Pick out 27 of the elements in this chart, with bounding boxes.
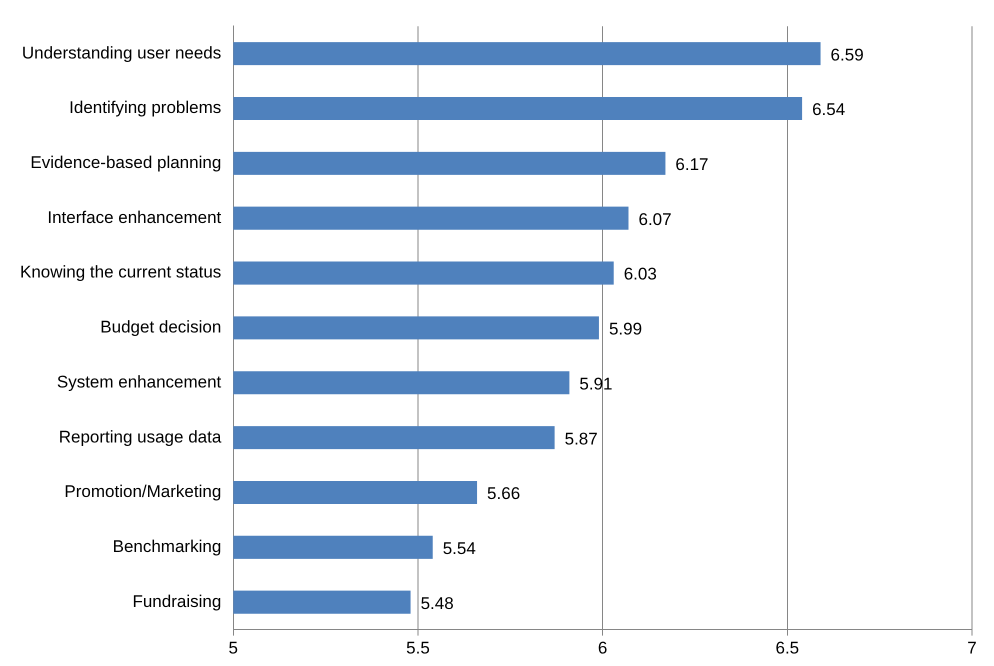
y-tick-label: Budget decision <box>100 318 222 337</box>
x-tick-label: 6 <box>598 638 608 658</box>
y-tick-label: Identifying problems <box>69 98 222 118</box>
data-label: 6.03 <box>624 264 657 284</box>
data-label: 5.87 <box>564 429 598 448</box>
y-tick-label: Knowing the current status <box>20 262 222 282</box>
data-label: 5.54 <box>442 539 476 558</box>
y-tick-label: System enhancement <box>56 372 222 392</box>
data-label: 6.07 <box>638 210 672 229</box>
y-tick-label: Benchmarking <box>112 537 222 556</box>
y-tick-label: Understanding user needs <box>22 43 222 62</box>
data-label: 5.66 <box>487 484 520 504</box>
x-tick-label: 6.5 <box>776 638 800 658</box>
y-tick-label: Fundraising <box>132 592 222 611</box>
y-tick-label: Evidence-based planning <box>30 153 222 172</box>
y-tick-label: Promotion/Marketing <box>64 482 222 502</box>
data-label: 5.91 <box>579 374 612 394</box>
data-label: 5.99 <box>608 320 642 339</box>
x-tick-label: 5.5 <box>406 638 430 658</box>
x-tick-label: 5 <box>228 638 238 658</box>
data-label: 6.59 <box>830 45 864 64</box>
x-tick-label: 7 <box>967 638 977 658</box>
data-label: 6.54 <box>812 100 846 120</box>
data-label: 6.17 <box>675 155 709 174</box>
data-label: 5.48 <box>420 594 454 613</box>
y-tick-label: Interface enhancement <box>47 208 222 227</box>
y-tick-label: Reporting usage data <box>58 427 222 446</box>
